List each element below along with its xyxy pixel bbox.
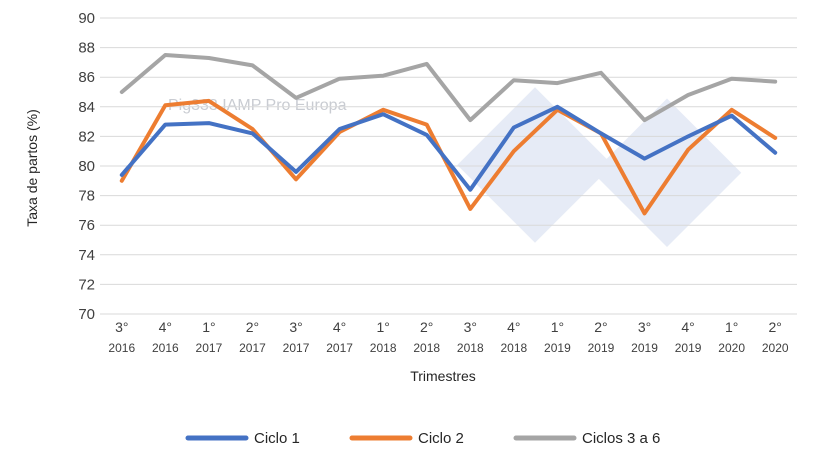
x-tick-quarter: 3° xyxy=(638,319,651,335)
y-axis-label: Taxa de partos (%) xyxy=(24,109,40,227)
y-tick-label: 80 xyxy=(78,158,95,175)
x-tick-quarter: 1° xyxy=(202,319,215,335)
x-tick-year: 2017 xyxy=(239,341,266,355)
series-line-ciclos-3-a-6 xyxy=(119,53,778,123)
x-tick-year: 2020 xyxy=(718,341,745,355)
x-tick-quarter: 1° xyxy=(725,319,738,335)
x-tick-quarter: 3° xyxy=(464,319,477,335)
x-tick-year: 2016 xyxy=(108,341,135,355)
y-axis-ticks: 70 72 74 76 78 80 82 84 86 88 90 xyxy=(78,10,95,323)
x-tick-quarter: 1° xyxy=(376,319,389,335)
x-tick-quarter: 2° xyxy=(420,319,433,335)
x-tick-quarter: 3° xyxy=(115,319,128,335)
x-tick-year: 2019 xyxy=(588,341,615,355)
gridlines xyxy=(100,17,797,315)
x-tick-year: 2017 xyxy=(196,341,223,355)
x-tick-quarter: 4° xyxy=(507,319,520,335)
series-line-ciclo-2 xyxy=(119,98,778,216)
x-tick-year: 2018 xyxy=(500,341,527,355)
y-tick-label: 88 xyxy=(78,40,95,57)
y-tick-label: 82 xyxy=(78,128,95,145)
watermark-text: Pig333 IAMP Pro Europa xyxy=(168,97,347,114)
x-tick-year: 2019 xyxy=(544,341,571,355)
x-tick-quarter: 3° xyxy=(289,319,302,335)
legend: Ciclo 1 Ciclo 2 Ciclos 3 a 6 xyxy=(185,430,660,447)
y-tick-label: 78 xyxy=(78,188,95,205)
x-tick-year: 2017 xyxy=(283,341,310,355)
x-axis-ticks: 3° 2016 4° 2016 1° 2017 2° 2017 3° 2017 4° 2017 1° 20… xyxy=(108,319,788,355)
y-tick-label: 72 xyxy=(78,276,95,293)
x-tick-year: 2018 xyxy=(457,341,484,355)
x-tick-quarter: 4° xyxy=(159,319,172,335)
x-tick-year: 2017 xyxy=(326,341,353,355)
x-tick-year: 2018 xyxy=(413,341,440,355)
x-tick-quarter: 4° xyxy=(681,319,694,335)
x-tick-year: 2018 xyxy=(370,341,397,355)
x-tick-year: 2016 xyxy=(152,341,179,355)
legend-label: Ciclo 1 xyxy=(254,430,300,447)
y-tick-label: 74 xyxy=(78,247,95,264)
x-tick-quarter: 4° xyxy=(333,319,346,335)
x-tick-year: 2020 xyxy=(762,341,789,355)
x-axis-label: Trimestres xyxy=(410,368,476,384)
series-line-ciclo-1 xyxy=(119,104,778,192)
x-tick-quarter: 2° xyxy=(769,319,782,335)
legend-label: Ciclo 2 xyxy=(418,430,464,447)
x-tick-quarter: 2° xyxy=(594,319,607,335)
x-tick-quarter: 1° xyxy=(551,319,564,335)
y-tick-label: 76 xyxy=(78,217,95,234)
x-tick-year: 2019 xyxy=(675,341,702,355)
series-lines xyxy=(119,53,778,216)
legend-label: Ciclos 3 a 6 xyxy=(582,430,660,447)
y-tick-label: 86 xyxy=(78,69,95,86)
x-tick-year: 2019 xyxy=(631,341,658,355)
x-tick-quarter: 2° xyxy=(246,319,259,335)
y-tick-label: 84 xyxy=(78,99,95,116)
y-tick-label: 70 xyxy=(78,306,95,323)
y-tick-label: 90 xyxy=(78,10,95,27)
